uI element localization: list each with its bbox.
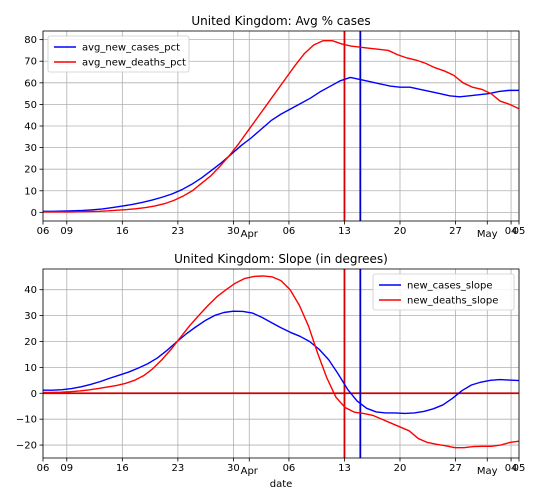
series-line-avg-new-cases-pct bbox=[43, 76, 519, 212]
x-tick-label: 05 bbox=[513, 226, 526, 237]
x-tick-label: 06 bbox=[283, 463, 296, 474]
y-tick-labels: 0 10 20 30 40 50 60 70 80 bbox=[24, 35, 43, 219]
x-tick-label: May bbox=[477, 229, 498, 240]
x-tick-label: Apr bbox=[241, 229, 259, 240]
x-tick-label: May bbox=[477, 466, 498, 477]
x-tick-label: 23 bbox=[171, 463, 184, 474]
y-tick-label: −20 bbox=[16, 441, 37, 452]
legend-label: new_deaths_slope bbox=[407, 296, 498, 307]
x-tick-label: 16 bbox=[116, 226, 129, 237]
y-tick-label: 80 bbox=[24, 35, 37, 46]
legend-box bbox=[47, 35, 190, 73]
series-lines bbox=[43, 40, 520, 213]
series-line-avg-new-deaths-pct bbox=[43, 40, 520, 213]
reference-lines bbox=[43, 269, 519, 458]
series-line-new-cases-slope bbox=[43, 310, 520, 415]
legend-label: new_cases_slope bbox=[407, 281, 492, 292]
series-lines bbox=[43, 275, 520, 449]
y-tick-label: 60 bbox=[24, 78, 37, 89]
y-tick-label: 50 bbox=[24, 100, 37, 111]
x-tick-label: 06 bbox=[283, 226, 296, 237]
y-tick-label: 30 bbox=[24, 311, 37, 322]
x-tick-label: 06 bbox=[37, 463, 50, 474]
legend-label: avg_new_deaths_pct bbox=[82, 58, 186, 69]
x-tick-label: 05 bbox=[513, 463, 526, 474]
x-tick-label: 04 bbox=[505, 226, 518, 237]
x-tick-label: 16 bbox=[116, 463, 129, 474]
chart-title: United Kingdom: Slope (in degrees) bbox=[174, 252, 388, 266]
chart-slope-degrees: United Kingdom: Slope (in degrees) −20 −1… bbox=[16, 252, 525, 490]
y-tick-label: 40 bbox=[24, 122, 37, 133]
plot-frame bbox=[42, 268, 520, 459]
legend-box bbox=[372, 273, 515, 311]
x-tick-label: 23 bbox=[171, 226, 184, 237]
x-tick-label: 09 bbox=[60, 463, 73, 474]
x-tick-label: 20 bbox=[394, 463, 407, 474]
y-tick-label: 20 bbox=[24, 165, 37, 176]
reference-lines bbox=[343, 31, 362, 221]
y-tick-labels: −20 −10 0 10 20 30 40 bbox=[16, 285, 43, 452]
y-tick-label: 0 bbox=[31, 208, 37, 219]
x-tick-label: 30 bbox=[227, 463, 240, 474]
y-tick-label: 30 bbox=[24, 143, 37, 154]
legend: avg_new_cases_pct avg_new_deaths_pct bbox=[47, 35, 190, 73]
y-tick-label: 0 bbox=[31, 389, 37, 400]
x-tick-label: 06 bbox=[37, 226, 50, 237]
legend-label: avg_new_cases_pct bbox=[82, 43, 180, 54]
y-tick-label: 20 bbox=[24, 337, 37, 348]
x-tick-label: 04 bbox=[505, 463, 518, 474]
y-tick-label: 10 bbox=[24, 363, 37, 374]
x-tick-label: 27 bbox=[449, 463, 462, 474]
y-tick-label: 40 bbox=[24, 285, 37, 296]
chart-title: United Kingdom: Avg % cases bbox=[191, 14, 370, 28]
series-line-new-deaths-slope bbox=[43, 275, 520, 449]
y-tick-label: 10 bbox=[24, 186, 37, 197]
x-tick-label: 13 bbox=[338, 463, 351, 474]
y-tick-label: −10 bbox=[16, 415, 37, 426]
x-axis-label: date bbox=[270, 479, 293, 490]
x-tick-label: 09 bbox=[60, 226, 73, 237]
chart-cases-pct: United Kingdom: Avg % cases 0 10 20 30 40 50 6… bbox=[24, 14, 525, 240]
legend: new_cases_slope new_deaths_slope bbox=[372, 273, 515, 311]
y-tick-label: 70 bbox=[24, 57, 37, 68]
x-tick-label: 27 bbox=[449, 226, 462, 237]
x-tick-label: 20 bbox=[394, 226, 407, 237]
x-tick-label: Apr bbox=[241, 466, 259, 477]
x-tick-label: 13 bbox=[338, 226, 351, 237]
x-tick-label: 30 bbox=[227, 226, 240, 237]
